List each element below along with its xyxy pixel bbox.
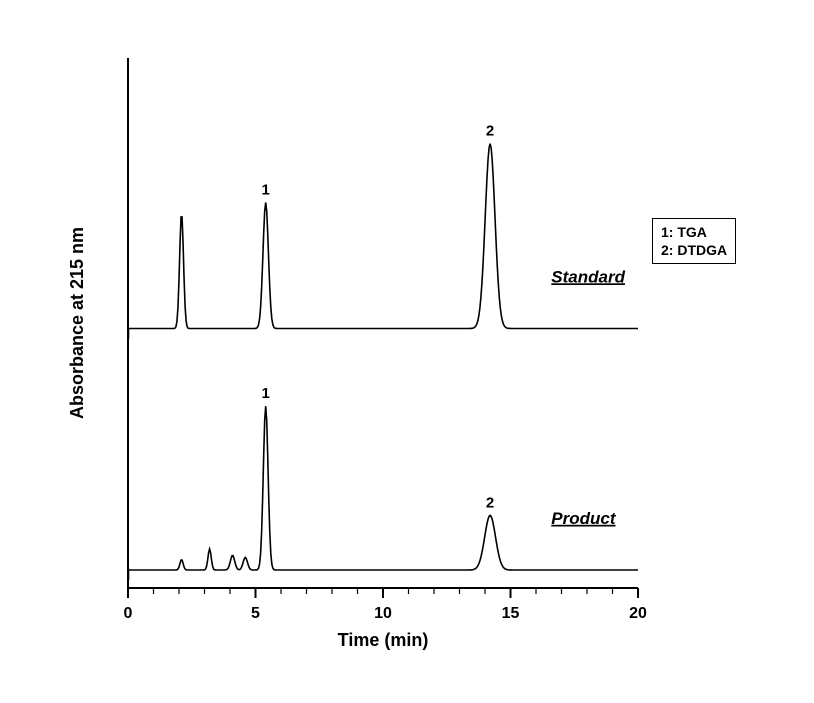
x-tick-label: 15 [502,605,520,622]
x-axis-label: Time (min) [338,630,429,650]
legend-line: 2: DTDGA [661,241,727,259]
peak-label: 2 [486,123,494,140]
peak-label: 1 [262,182,270,199]
y-axis-label: Absorbance at 215 nm [67,227,87,419]
trace-label-standard: Standard [551,267,625,286]
x-tick-label: 20 [629,605,647,622]
x-tick-label: 5 [251,605,260,622]
x-tick-label: 10 [374,605,392,622]
chart-svg: 0 5 10 15 20 Time (min) Absorbance at 215 nm 1 2… [0,0,814,703]
peak-label: 2 [486,494,494,511]
chromatogram-figure: 0 5 10 15 20 Time (min) Absorbance at 215 nm 1 2… [0,0,814,703]
trace-product [128,406,638,570]
peak-label: 1 [262,385,270,402]
trace-label-product: Product [551,509,617,528]
trace-standard [128,144,638,329]
legend-box: 1: TGA2: DTDGA [652,218,736,264]
legend-line: 1: TGA [661,223,727,241]
x-tick-label: 0 [124,605,133,622]
